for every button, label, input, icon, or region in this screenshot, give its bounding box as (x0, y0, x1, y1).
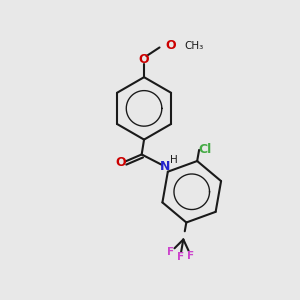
Text: F: F (167, 247, 174, 257)
Text: O: O (166, 40, 176, 52)
Text: CH₃: CH₃ (184, 41, 203, 51)
Text: N: N (160, 160, 170, 173)
Text: O: O (116, 156, 126, 169)
Text: F: F (187, 250, 194, 261)
Text: Cl: Cl (198, 143, 212, 156)
Text: H: H (170, 155, 178, 165)
Text: O: O (139, 53, 149, 66)
Text: F: F (177, 252, 184, 262)
